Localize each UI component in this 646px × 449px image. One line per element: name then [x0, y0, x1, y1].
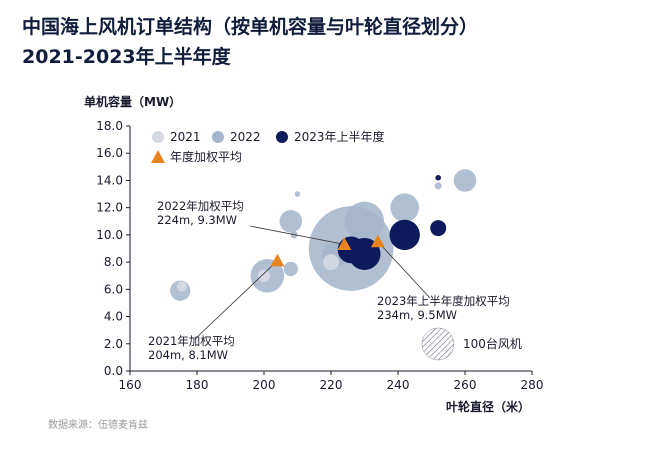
annotation-label-value: 204m, 8.1MW — [148, 348, 228, 362]
annotation-leader-line — [249, 225, 345, 245]
x-tick-label: 180 — [186, 378, 209, 392]
x-tick-label: 240 — [387, 378, 410, 392]
legend-label-y2022: 2022 — [230, 130, 261, 144]
size-legend-label: 100台风机 — [463, 336, 522, 351]
title-line-1: 中国海上风机订单结构（按单机容量与叶轮直径划分） — [22, 16, 479, 38]
legend-label-y2021: 2021 — [170, 130, 201, 144]
bubble-2021 — [323, 254, 339, 271]
bubble-2021 — [257, 269, 271, 282]
bubble-2022 — [294, 191, 301, 197]
legend-marker-y2022 — [212, 131, 224, 143]
x-tick-label: 200 — [253, 378, 276, 392]
data-source: 数据来源：伍德麦肯兹 — [48, 420, 148, 431]
bubble-2022 — [344, 201, 385, 241]
annotation-label-title: 2021年加权平均 — [148, 334, 235, 348]
x-tick-label: 260 — [454, 378, 477, 392]
y-tick-label: 2.0 — [104, 337, 123, 351]
legend-label-y2023: 2023年上半年度 — [294, 129, 385, 144]
bubble-2022 — [283, 261, 298, 277]
legend-marker-weighted — [151, 150, 165, 163]
y-tick-label: 6.0 — [104, 282, 123, 296]
y-tick-label: 18.0 — [96, 119, 123, 133]
x-tick-label: 280 — [521, 378, 544, 392]
bubble-2022 — [279, 209, 303, 233]
bubble-2023 — [389, 219, 420, 251]
bubble-2022 — [390, 193, 420, 222]
weighted-average-marker — [370, 234, 385, 248]
bubble-2023 — [430, 220, 447, 237]
annotation-leader-line — [194, 260, 278, 340]
legend-label-weighted: 年度加权平均 — [170, 149, 242, 164]
x-tick-label: 220 — [320, 378, 343, 392]
chart-title: 中国海上风机订单结构（按单机容量与叶轮直径划分） 2021-2023年上半年度 — [22, 12, 632, 72]
y-tick-label: 10.0 — [96, 228, 123, 242]
title-line-2: 2021-2023年上半年度 — [22, 46, 231, 68]
legend-marker-y2021 — [152, 131, 164, 143]
legend-marker-y2023 — [276, 131, 288, 143]
y-tick-label: 8.0 — [104, 255, 123, 269]
y-tick-label: 4.0 — [104, 310, 123, 324]
size-legend: 100台风机 — [421, 327, 522, 361]
weighted-average-marker — [270, 253, 285, 267]
x-axis-title: 叶轮直径（米） — [446, 399, 530, 414]
y-tick-label: 12.0 — [96, 201, 123, 215]
annotation-leader-line — [377, 241, 431, 299]
bubble-2022 — [434, 182, 442, 190]
annotation-label-title: 2023年上半年度加权平均 — [377, 294, 510, 308]
y-tick-label: 0.0 — [104, 364, 123, 378]
y-axis-title: 单机容量（MW） — [84, 94, 181, 109]
axes: 160 180 200 220 240 260 280 0.0 2.0 4.0 6.0 8.0 10.0… — [96, 119, 543, 392]
y-tick-label: 14.0 — [96, 173, 123, 187]
bubble-2023 — [435, 174, 441, 181]
bubbles — [170, 169, 477, 301]
bubble-2021 — [176, 281, 187, 292]
annotation-label-value: 234m, 9.5MW — [377, 308, 457, 322]
annotation-label-value: 224m, 9.3MW — [157, 213, 237, 227]
y-tick-label: 16.0 — [96, 146, 123, 160]
x-tick-label: 160 — [119, 378, 142, 392]
bubble-2022 — [453, 169, 477, 192]
weighted-average-marker — [337, 237, 352, 251]
size-legend-circle — [421, 327, 455, 361]
annotation-label-title: 2022年加权平均 — [157, 199, 244, 213]
